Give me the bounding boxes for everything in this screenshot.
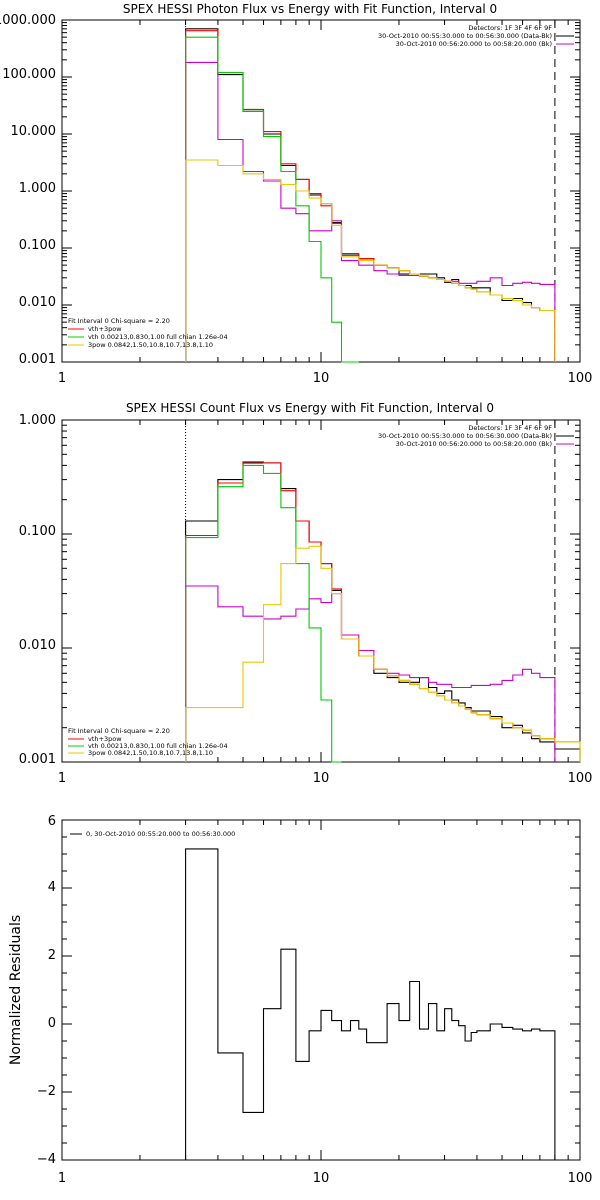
panel1-series-bk: [185, 61, 556, 362]
panel1-title: SPEX HESSI Photon Flux vs Energy with Fi…: [123, 2, 497, 16]
panel1-range-markers: [185, 20, 556, 362]
panel1-fit-header: Fit Interval 0 Chi-square = 2.20: [68, 317, 170, 325]
panel2-series-data-bk: [185, 462, 581, 762]
panel3-ylabel: Normalized Residuals: [8, 915, 24, 1065]
panel2-ticks: [62, 420, 580, 762]
panel3-frame: [61, 819, 581, 1161]
panel1-series-3pow: [185, 159, 556, 362]
panel2-xtick-label: 100: [568, 771, 593, 786]
panel1-xtick-label: 1: [58, 371, 66, 386]
panel2-legend-data-label: 30-Oct-2010 00:55:30.000 to 00:56:30.000…: [378, 432, 552, 440]
panel1-legend-pow-label: 3pow 0.0842,1.50,10.8,10.7,13.8,1.10: [88, 341, 213, 349]
panel1-legend-top: Detectors: 1F 3F 4F 6F 9F 30-Oct-2010 00…: [378, 24, 574, 48]
panel1-series-vth: [185, 36, 359, 363]
panel2-range-markers: [185, 420, 556, 762]
panel1-xtick-label: 100: [568, 371, 593, 386]
panel1-ytick-label: 1.000: [19, 181, 56, 196]
panel2-ytick-label: 0.100: [19, 524, 56, 539]
panel1-ytick-label: 10.000: [11, 124, 57, 139]
panel1-legend-fit-label: vth+3pow: [88, 325, 122, 333]
panel-residuals: −4 −2 0 2 4 6 1 10 100 Normalized Residu…: [8, 814, 592, 1186]
panel-photon-flux: SPEX HESSI Photon Flux vs Energy with Fi…: [0, 2, 592, 386]
panel2-series: [185, 461, 581, 763]
panel1-series-data-bk: [185, 28, 556, 362]
panel1-legend-bottom: Fit Interval 0 Chi-square = 2.20 vth+3po…: [68, 317, 228, 349]
panel1-xtick-label: 10: [313, 371, 330, 386]
panel1-ytick-label: 0.010: [19, 295, 56, 310]
panel1-series: [185, 28, 556, 363]
panel-count-flux: SPEX HESSI Count Flux vs Energy with Fit…: [19, 401, 593, 786]
panel3-ytick-label: 2: [48, 948, 56, 963]
panel1-ytick-label: 0.100: [19, 238, 56, 253]
panel1-legend-bk-label: 30-Oct-2010 00:56:20.000 to 00:58:20.000…: [396, 40, 552, 48]
panel3-xtick-label: 10: [313, 1171, 330, 1186]
panel3-ytick-label: −4: [37, 1152, 56, 1167]
panel3-series-residuals: [185, 848, 556, 1160]
panel2-xtick-label: 1: [58, 771, 66, 786]
panel3-ytick-label: −2: [37, 1084, 56, 1099]
panel2-series-3pow: [185, 545, 581, 762]
panel3-xtick-label: 1: [58, 1171, 66, 1186]
panel2-legend-pow-label: 3pow 0.0842,1.50,10.8,10.7,13.8,1.10: [88, 749, 213, 757]
panel1-ytick-label: 0.001: [19, 352, 56, 367]
panel1-ticks: [62, 20, 580, 362]
panel2-detectors-label: Detectors: 1F 3F 4F 6F 9F: [468, 424, 552, 432]
panel3-ytick-label: 0: [48, 1016, 56, 1031]
panel2-legend-fit-label: vth+3pow: [88, 735, 122, 743]
panel1-series-vth-3pow: [185, 30, 556, 362]
panel1-detectors-label: Detectors: 1F 3F 4F 6F 9F: [468, 24, 552, 32]
panel3-ytick-label: 4: [48, 880, 56, 895]
panel1-ytick-label: 100.000: [2, 67, 56, 82]
panel2-ytick-label: 0.001: [19, 752, 56, 767]
panel2-legend-top: Detectors: 1F 3F 4F 6F 9F 30-Oct-2010 00…: [378, 424, 574, 448]
panel2-fit-header: Fit Interval 0 Chi-square = 2.20: [68, 727, 170, 735]
panel2-legend-bk-label: 30-Oct-2010 00:56:20.000 to 00:58:20.000…: [396, 440, 552, 448]
panel1-frame: [61, 19, 581, 363]
panel1-legend-data-label: 30-Oct-2010 00:55:30.000 to 00:56:30.000…: [378, 32, 552, 40]
panel3-xtick-label: 100: [568, 1171, 593, 1186]
panel3-ytick-label: 6: [48, 814, 56, 829]
panel2-series-bk: [185, 585, 556, 762]
panel2-series-vth-3pow: [185, 461, 581, 762]
panel3-ticks: [62, 820, 580, 1160]
panel2-ytick-label: 1.000: [19, 413, 56, 428]
panel2-frame: [61, 419, 581, 763]
panel2-title: SPEX HESSI Count Flux vs Energy with Fit…: [126, 401, 494, 415]
panel2-ytick-label: 0.010: [19, 638, 56, 653]
panel1-ytick-label: 1000.000: [0, 13, 56, 28]
panel3-legend-label: 0, 30-Oct-2010 00:55:20.000 to 00:56:30.…: [86, 830, 235, 838]
panel2-legend-vth-label: vth 0.00213,0.830,1.00 full chian 1.26e-…: [88, 742, 228, 750]
panel1-legend-vth-label: vth 0.00213,0.830,1.00 full chian 1.26e-…: [88, 333, 228, 341]
panel2-legend-bottom: Fit Interval 0 Chi-square = 2.20 vth+3po…: [68, 727, 228, 757]
panel2-xtick-label: 10: [313, 771, 330, 786]
panel3-series: [185, 848, 556, 1160]
panel2-series-vth: [185, 464, 342, 763]
